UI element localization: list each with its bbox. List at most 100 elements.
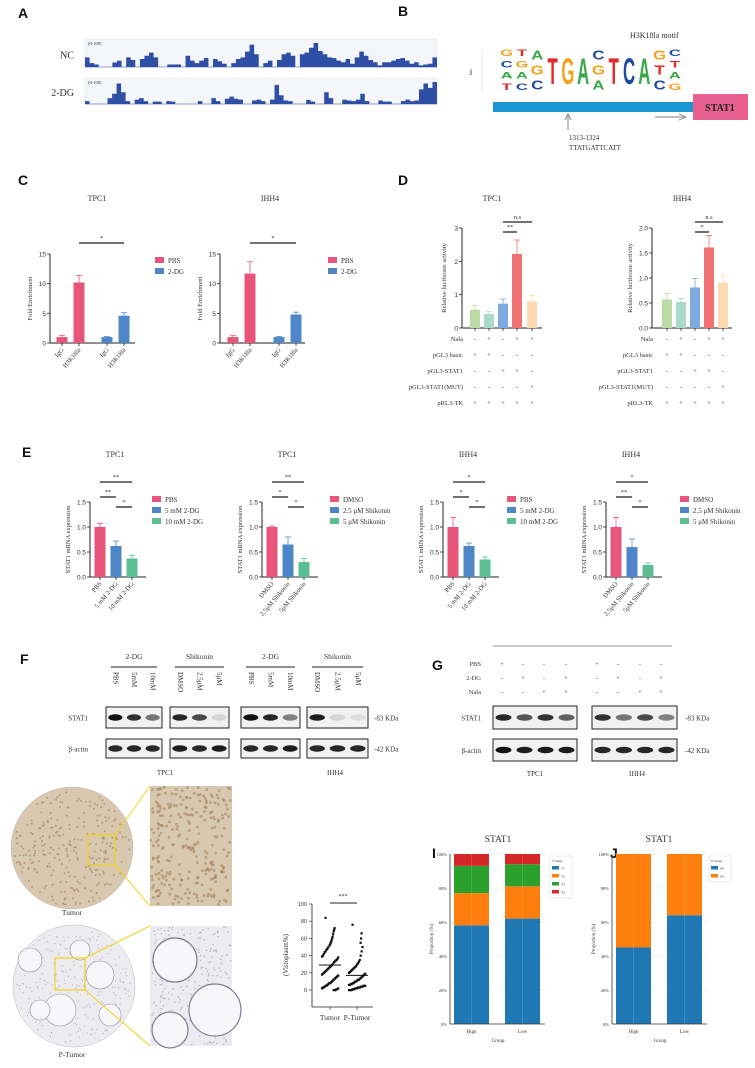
tissue-texture [75, 984, 78, 986]
table-cell: + [515, 368, 519, 375]
promoter-bar [493, 102, 694, 112]
lane-label: 5μM [215, 672, 223, 686]
table-cell: - [474, 368, 476, 375]
table-cell: + [679, 400, 683, 407]
tissue-texture [43, 937, 45, 939]
tissue-texture [200, 883, 204, 887]
tissue-texture [58, 827, 61, 830]
tissue-texture [89, 842, 92, 845]
tissue-texture [186, 902, 190, 906]
tissue-texture [103, 857, 106, 860]
bar-chart: IHH4 0.0 0.5 1.0 1.5 STAT1 mRNA expression DMS… [581, 450, 741, 618]
follicle [69, 939, 91, 961]
bar [118, 315, 130, 343]
zoom-connector [114, 864, 151, 907]
tissue-texture [215, 951, 218, 953]
tissue-texture [43, 964, 45, 967]
tissue-texture [42, 821, 45, 824]
tissue-texture [210, 843, 214, 847]
y-tick-label: 60% [601, 920, 610, 925]
tissue-texture [98, 857, 101, 860]
tissue-texture [53, 962, 55, 964]
tissue-texture [196, 899, 200, 903]
tissue-texture [100, 990, 102, 992]
tissue-texture [92, 960, 95, 963]
tissue-texture [159, 823, 163, 827]
tissue-texture [209, 894, 213, 898]
legend-swatch [330, 507, 339, 513]
tissue-texture [75, 846, 78, 849]
tissue-texture [62, 833, 65, 836]
condition-cell: + [659, 675, 663, 682]
protein-band [558, 714, 575, 721]
tissue-texture [167, 859, 171, 863]
tissue-texture [77, 991, 79, 993]
tissue-texture [54, 942, 56, 945]
tissue-texture [46, 941, 48, 943]
panel-label-j: J [610, 845, 618, 861]
tissue-texture [108, 844, 111, 847]
y-tick-label: 80% [439, 886, 448, 891]
tissue-texture [35, 981, 37, 984]
tissue-texture [214, 876, 217, 879]
tissue-texture [21, 866, 24, 869]
tissue-texture [121, 835, 124, 838]
tissue-texture [59, 881, 62, 884]
tissue-texture [191, 813, 194, 817]
tissue-texture [150, 874, 154, 878]
tissue-texture [39, 891, 42, 894]
y-tick-label: 2.0 [639, 226, 648, 233]
tissue-texture [125, 967, 127, 970]
blot-row-label: β-actin [462, 747, 482, 755]
tissue-texture [48, 836, 51, 839]
tissue-texture [150, 865, 153, 869]
condition-cell: - [617, 661, 619, 668]
motif-letter: T [655, 64, 665, 78]
tissue-texture [175, 827, 179, 831]
tissue-texture [118, 831, 121, 834]
tissue-texture [151, 810, 155, 814]
tissue-texture [103, 850, 106, 853]
tissue-texture [181, 798, 185, 802]
legend-label: PBS [168, 257, 181, 265]
y-tick-label: 100 [298, 902, 307, 908]
significance-label: * [459, 489, 462, 496]
tissue-texture [156, 802, 160, 806]
tissue-texture [187, 896, 190, 900]
tissue-texture [27, 1012, 30, 1014]
motif-letter: C [531, 79, 543, 93]
tissue-texture [166, 802, 170, 806]
tissue-texture [99, 959, 101, 961]
tissue-texture [200, 899, 204, 903]
panel-label-g: G [432, 657, 443, 673]
legend-swatch [330, 496, 339, 502]
tissue-texture [159, 1011, 162, 1014]
tissue-texture [175, 804, 179, 808]
legend-label: 2.5 μM Shikonin [693, 507, 741, 515]
tissue-texture [67, 806, 70, 809]
protein-band [516, 714, 533, 721]
bar [512, 254, 522, 328]
tissue-texture [224, 875, 228, 879]
tissue-texture [162, 990, 164, 993]
legend-swatch [680, 518, 689, 524]
tissue-texture [212, 943, 214, 946]
bar-chart: TPC1 0 1 2 3 Relative luciferase activity n.s*… [409, 194, 542, 407]
tissue-texture [198, 951, 200, 954]
tissue-texture [15, 830, 18, 833]
tissue-texture [153, 930, 155, 932]
tissue-texture [114, 980, 117, 982]
legend-label: 2.5 μM Shikonin [343, 507, 391, 515]
tissue-texture [105, 1029, 107, 1031]
tissue-texture [101, 946, 103, 948]
data-point [360, 932, 363, 935]
tissue-texture [92, 856, 95, 859]
tissue-texture [48, 835, 51, 838]
tissue-texture [83, 811, 86, 814]
tissue-texture [61, 801, 64, 804]
tissue-texture [81, 978, 83, 981]
tissue-texture [179, 998, 181, 1001]
motif-letter: G [668, 82, 681, 92]
tissue-texture [187, 820, 191, 823]
